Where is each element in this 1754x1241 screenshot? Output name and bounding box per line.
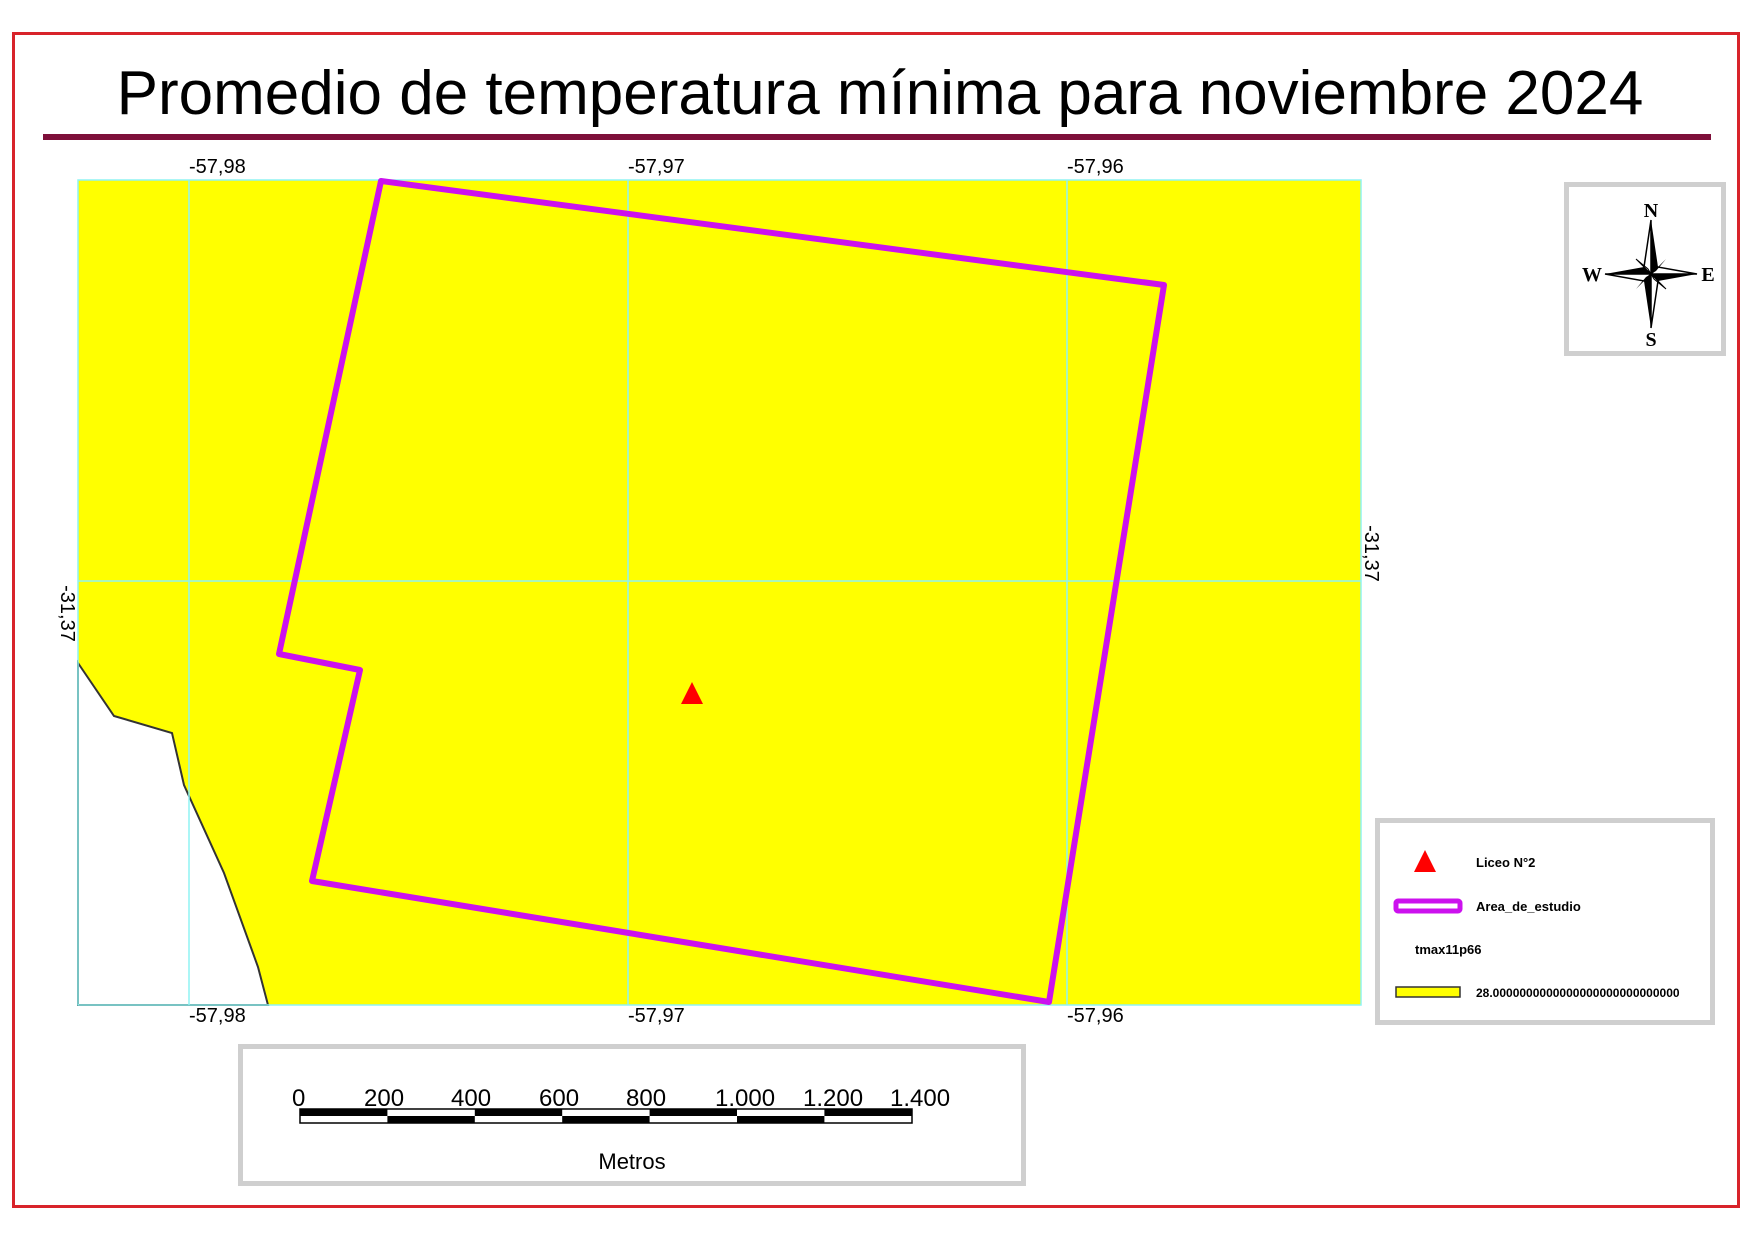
scale-tick-1200: 1.200 [803,1085,864,1112]
scale-unit-label: Metros [598,1149,666,1174]
north-arrow-panel: N S E W [1564,182,1726,356]
legend-label-raster-title: tmax11p66 [1415,942,1482,957]
scale-tick-400: 400 [451,1085,492,1112]
legend-item-raster-value: 28.0000000000000000000000000000 [1380,979,1710,1009]
yellow-swatch-icon [1395,986,1461,998]
compass-e: E [1701,264,1714,286]
compass-w: W [1582,264,1602,286]
legend-label-school: Liceo N°2 [1476,855,1536,870]
title-underline [43,134,1711,140]
school-point-marker[interactable] [681,682,703,704]
legend-item-study-area: Area_de_estudio [1380,893,1710,923]
compass-s: S [1645,329,1656,351]
lon-label-bottom-2: -57,97 [628,1005,685,1027]
temperature-raster [78,180,1361,1005]
scale-tick-600: 600 [539,1085,580,1112]
legend-item-raster-title: tmax11p66 [1380,936,1710,966]
purple-outline-icon [1393,898,1463,914]
scale-bar-panel: 0 200 400 600 800 1.000 1.200 1.400 Metr… [238,1044,1026,1186]
lon-label-top-3: -57,96 [1067,156,1124,178]
legend-panel: Liceo N°2 Area_de_estudio tmax11p66 28.0… [1375,818,1715,1025]
scale-tick-1000: 1.000 [715,1085,776,1112]
lon-label-bottom-1: -57,98 [189,1005,246,1027]
red-triangle-icon [1414,850,1436,872]
lat-label-right: -31,37 [1359,525,1382,582]
map-frame [12,32,1740,1208]
lon-label-top-1: -57,98 [189,156,246,178]
compass-rose-icon: N S E W [1582,200,1715,351]
study-area-polygon[interactable] [276,178,1167,1005]
legend-item-school: Liceo N°2 [1380,848,1710,878]
legend-label-raster-value: 28.0000000000000000000000000000 [1476,986,1680,1000]
lon-label-bottom-3: -57,96 [1067,1005,1124,1027]
scale-bar-graphic [299,1108,913,1124]
lat-label-left: -31,37 [55,585,78,642]
scale-tick-1400: 1.400 [890,1085,951,1112]
scale-tick-0: 0 [292,1085,306,1112]
scale-tick-200: 200 [364,1085,405,1112]
map-title: Promedio de temperatura mínima para novi… [116,59,1644,128]
scale-tick-800: 800 [626,1085,667,1112]
graticule-border [77,179,1362,1006]
lon-label-top-2: -57,97 [628,156,685,178]
legend-label-study-area: Area_de_estudio [1476,899,1581,914]
graticule [77,179,1362,1006]
compass-n: N [1644,200,1659,222]
